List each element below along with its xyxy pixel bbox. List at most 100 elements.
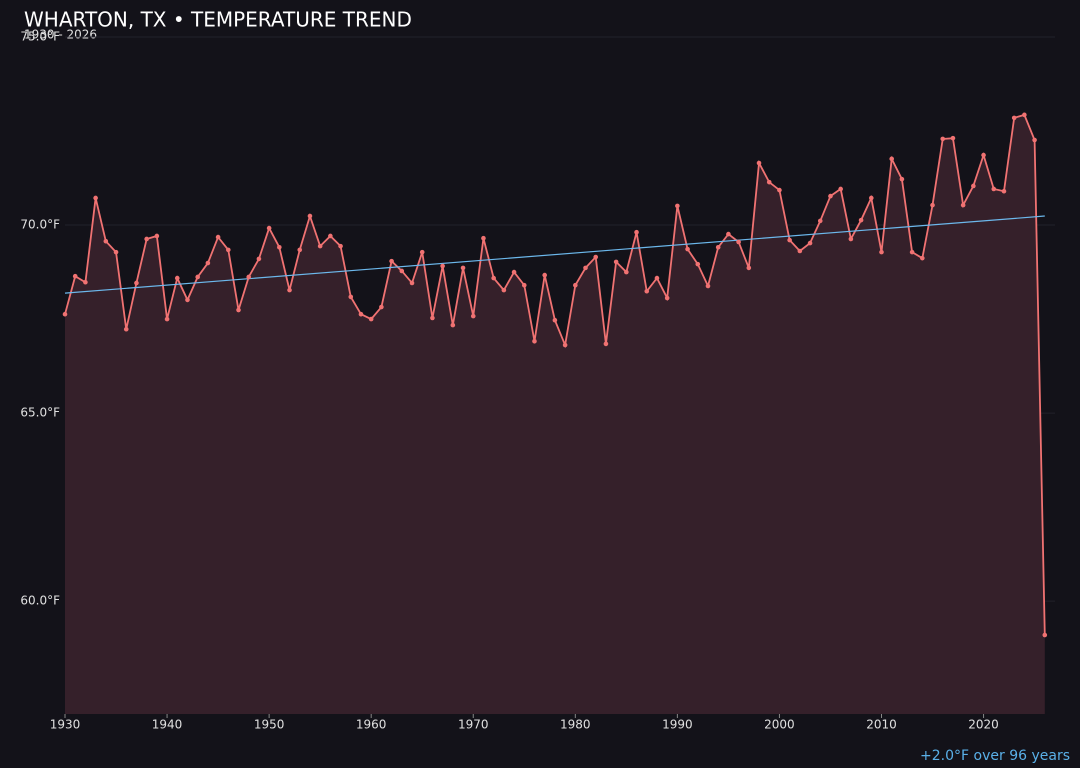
point [960, 202, 966, 208]
point [705, 283, 711, 289]
point [664, 295, 670, 301]
point [624, 269, 629, 275]
point [552, 317, 558, 323]
point [787, 237, 792, 243]
point [930, 202, 935, 208]
point [358, 311, 364, 317]
chart-title: WHARTON, TX • TEMPERATURE TREND [24, 8, 412, 32]
point [889, 156, 895, 162]
point [287, 287, 292, 293]
point [348, 294, 354, 300]
point [460, 265, 466, 271]
point [1011, 115, 1017, 121]
point [573, 282, 578, 288]
y-tick-label: 60.0°F [20, 594, 60, 608]
point [593, 254, 599, 260]
point [858, 217, 864, 223]
point [797, 248, 803, 254]
point [225, 247, 231, 253]
point [481, 235, 486, 241]
point [389, 258, 394, 264]
point [920, 255, 925, 261]
point [103, 238, 109, 244]
point [154, 233, 160, 239]
point [246, 274, 252, 280]
point [654, 275, 660, 281]
point [807, 240, 813, 246]
point [195, 274, 200, 280]
point [685, 246, 690, 252]
chart-subtitle: 1930 - 2026 [24, 28, 97, 42]
point [746, 265, 752, 271]
point [470, 313, 476, 319]
point [675, 203, 680, 209]
point [562, 342, 568, 348]
point [307, 213, 313, 219]
point [144, 236, 149, 242]
point [521, 282, 527, 288]
point [491, 275, 496, 281]
point [726, 231, 731, 237]
point [971, 183, 976, 189]
x-tick-label: 2000 [764, 718, 795, 732]
point [317, 243, 323, 249]
point [93, 195, 98, 201]
point [511, 269, 517, 275]
x-tick-label: 1940 [152, 718, 183, 732]
point [766, 179, 772, 185]
point [419, 249, 425, 255]
point [256, 256, 262, 262]
point [205, 260, 211, 266]
point [603, 341, 609, 347]
point [613, 259, 619, 265]
point [297, 247, 303, 253]
point [83, 279, 88, 285]
point [542, 272, 547, 278]
point [940, 136, 946, 142]
point [430, 315, 435, 321]
point [909, 249, 915, 255]
point [879, 249, 884, 255]
point [777, 187, 782, 193]
point [62, 311, 68, 317]
trend-line [64, 215, 1045, 294]
point [501, 287, 507, 293]
point [644, 288, 650, 294]
point [338, 243, 343, 249]
annotation: +2.0°F over 96 years [920, 748, 1070, 764]
point [1022, 112, 1027, 118]
point [950, 135, 956, 141]
point [756, 160, 762, 166]
y-tick-label: 65.0°F [20, 406, 60, 420]
point [817, 218, 823, 224]
point [828, 193, 833, 199]
point [72, 273, 78, 279]
x-tick-label: 1950 [254, 718, 285, 732]
x-tick-label: 1970 [458, 718, 489, 732]
point [583, 265, 588, 271]
point [899, 176, 905, 182]
point [123, 326, 129, 332]
x-tick-label: 1960 [356, 718, 387, 732]
point [736, 239, 741, 245]
point [113, 249, 119, 255]
point [277, 244, 282, 250]
point [715, 244, 721, 250]
x-tick-label: 1930 [50, 718, 81, 732]
x-tick-label: 1980 [560, 718, 591, 732]
point [991, 186, 997, 192]
point [399, 268, 405, 274]
x-tick-label: 2020 [968, 718, 999, 732]
point [409, 280, 415, 286]
point [868, 195, 874, 201]
x-tick-label: 2010 [866, 718, 897, 732]
point [368, 316, 374, 322]
point [532, 338, 537, 344]
point [848, 236, 854, 242]
point [328, 233, 333, 239]
point [174, 275, 180, 281]
area [65, 114, 1045, 715]
x-tick-label: 1990 [662, 718, 693, 732]
point [440, 263, 445, 269]
